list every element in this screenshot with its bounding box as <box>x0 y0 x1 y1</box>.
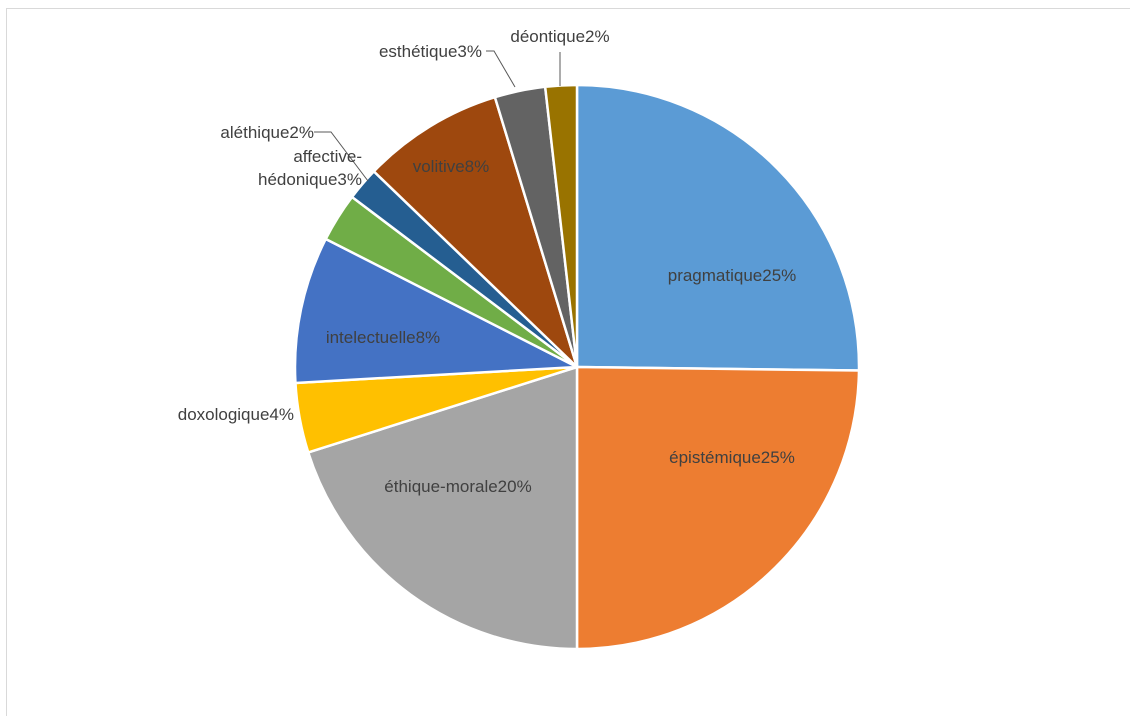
slice-label-line: esthétique3% <box>379 42 482 61</box>
slice-label-line: volitive8% <box>413 157 490 176</box>
pie-slices <box>293 83 861 651</box>
slice-label-epistemique: épistémique25% <box>669 448 795 467</box>
slice-label-line: affective- <box>293 147 362 166</box>
slice-labels: pragmatique25% épistémique25% éthique-mora… <box>178 27 797 496</box>
pie-slice-pragmatique <box>575 83 861 372</box>
slice-label-line: éthique-morale20% <box>384 477 531 496</box>
slice-label-line: intelectuelle8% <box>326 328 440 347</box>
slice-label-alethique: aléthique2% <box>220 123 314 142</box>
slice-label-volitive: volitive8% <box>413 157 490 176</box>
leader-line-esthetique <box>486 50 516 88</box>
slice-label-pragmatique: pragmatique25% <box>668 266 797 285</box>
slice-label-line: épistémique25% <box>669 448 795 467</box>
pie-slice-epistemique <box>575 365 861 651</box>
slice-label-line: aléthique2% <box>220 123 314 142</box>
pie-slice-deontique <box>543 83 579 369</box>
slice-label-line: déontique2% <box>510 27 609 46</box>
slice-label-line: doxologique4% <box>178 405 294 424</box>
slice-label-deontique: déontique2% <box>510 27 609 46</box>
pie-slice-ethique_morale <box>307 365 579 651</box>
slice-label-ethique_morale: éthique-morale20% <box>384 477 531 496</box>
slice-label-line: hédonique3% <box>258 170 362 189</box>
slice-label-esthetique: esthétique3% <box>379 42 482 61</box>
slice-label-intelectuelle: intelectuelle8% <box>326 328 440 347</box>
slice-label-doxologique: doxologique4% <box>178 405 294 424</box>
pie-slice-volitive <box>372 95 579 369</box>
leader-line-alethique <box>314 131 369 182</box>
slice-label-affective_hedonique: affective-hédonique3% <box>258 147 362 189</box>
slice-label-line: pragmatique25% <box>668 266 797 285</box>
pie-slice-intelectuelle <box>293 237 579 385</box>
leader-lines <box>314 50 561 182</box>
